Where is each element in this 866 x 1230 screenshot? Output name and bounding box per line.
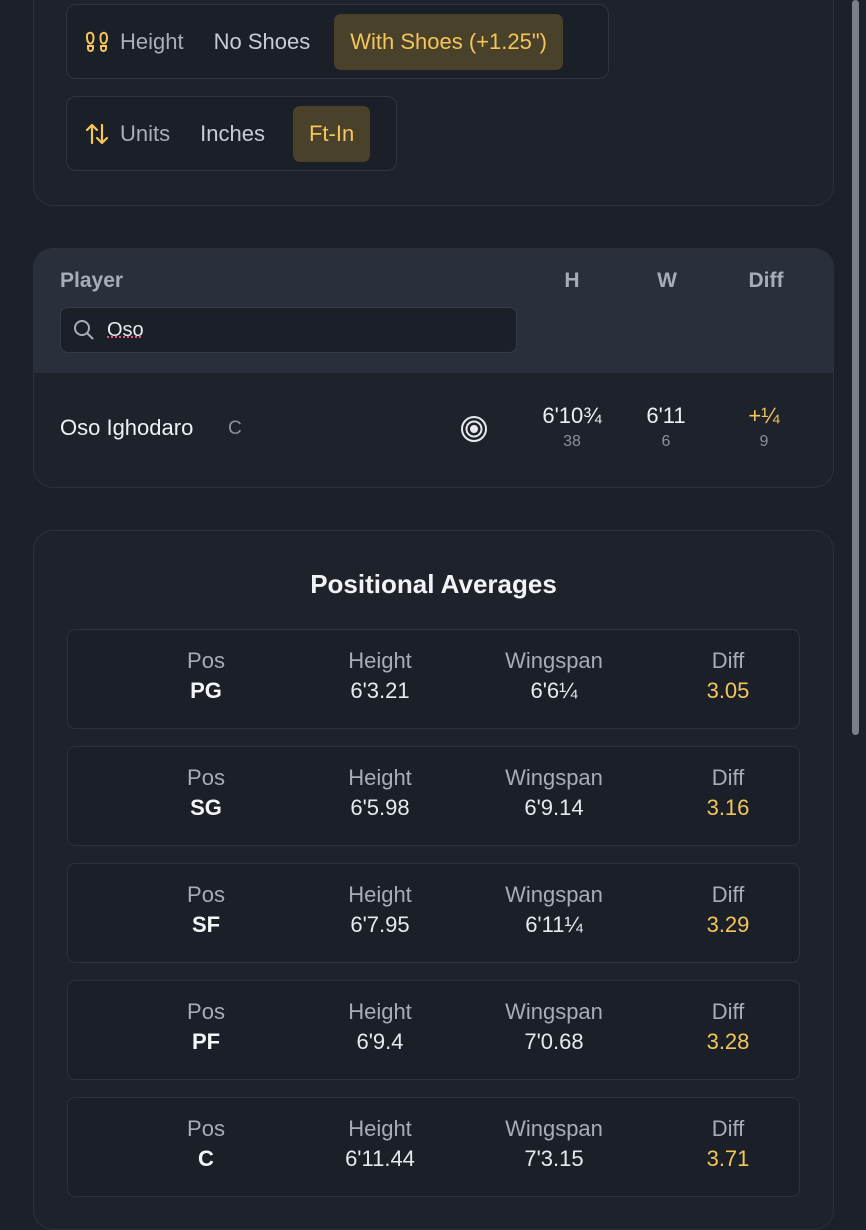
list-item: Pos C Height 6'11.44 Wingspan 7'3.15 Diff 3.… (67, 1097, 800, 1197)
player-wingspan: 6'11 (646, 403, 686, 428)
wingspan-value: 6'11¼ (525, 912, 583, 937)
pos-label: Pos (187, 1116, 225, 1141)
player-wingspan-rank: 6 (661, 433, 671, 450)
target-icon[interactable] (460, 415, 488, 448)
positional-averages-card: Positional Averages Pos PG Height 6'3.21 W… (33, 530, 834, 1230)
height-value: 6'7.95 (350, 912, 410, 937)
with-shoes-option[interactable]: With Shoes (+1.25") (334, 13, 563, 70)
diff-value: 3.05 (706, 678, 750, 703)
pos-label: Pos (187, 765, 225, 790)
sort-arrows-icon (84, 121, 110, 147)
height-label: Height (348, 999, 412, 1024)
wingspan-value: 6'9.14 (524, 795, 584, 820)
wingspan-value: 7'3.15 (524, 1146, 584, 1171)
height-toggle: Height No Shoes With Shoes (+1.25") (66, 4, 609, 79)
search-icon (73, 319, 95, 341)
units-toggle-label: Units (120, 120, 171, 146)
pos-value: PG (190, 678, 222, 703)
diff-label: Diff (711, 1116, 745, 1141)
height-label: Height (348, 648, 412, 673)
height-value: 6'5.98 (350, 795, 410, 820)
player-height-rank: 38 (563, 433, 581, 450)
wingspan-label: Wingspan (505, 648, 603, 673)
player-position: C (228, 418, 242, 439)
wingspan-label: Wingspan (505, 765, 603, 790)
search-box (60, 307, 517, 353)
units-toggle: Units Inches Ft-In (66, 96, 397, 171)
player-height-cell: 6'10¾ 38 (524, 403, 620, 451)
height-label: Height (348, 882, 412, 907)
no-shoes-option[interactable]: No Shoes (213, 28, 311, 54)
positional-averages-title: Positional Averages (310, 569, 557, 599)
player-wingspan-cell: 6'11 6 (618, 403, 714, 451)
diff-label: Diff (711, 648, 745, 673)
pos-label: Pos (187, 648, 225, 673)
diff-label: Diff (711, 999, 745, 1024)
height-value: 6'11.44 (345, 1146, 415, 1171)
diff-value: 3.16 (706, 795, 750, 820)
list-item: Pos PF Height 6'9.4 Wingspan 7'0.68 Diff 3.2… (67, 980, 800, 1080)
ft-in-option[interactable]: Ft-In (292, 105, 371, 162)
pos-label: Pos (187, 999, 225, 1024)
pos-value: SF (191, 912, 221, 937)
diff-value: 3.28 (706, 1029, 750, 1054)
pos-value: C (198, 1146, 214, 1171)
column-header-diff[interactable]: Diff (748, 269, 784, 292)
list-item: Pos SF Height 6'7.95 Wingspan 6'11¼ Diff 3.2… (67, 863, 800, 963)
pos-value: PF (191, 1029, 221, 1054)
list-item: Pos SG Height 6'5.98 Wingspan 6'9.14 Diff 3.… (67, 746, 800, 846)
column-header-height[interactable]: H (564, 269, 580, 292)
diff-label: Diff (711, 765, 745, 790)
table-row[interactable]: Oso Ighodaro C 6'10¾ 38 6'11 6 +¼ 9 (34, 373, 833, 487)
player-diff-cell: +¼ 9 (716, 403, 812, 451)
search-input[interactable] (105, 317, 485, 343)
column-header-player[interactable]: Player (60, 269, 124, 292)
height-value: 6'3.21 (350, 678, 410, 703)
diff-value: 3.29 (706, 912, 750, 937)
diff-value: 3.71 (706, 1146, 750, 1171)
player-table-header: Player H W Diff (34, 249, 833, 373)
height-toggle-label: Height (120, 28, 184, 54)
player-table: Player H W Diff Oso Ighodaro C 6'10¾ 38 … (33, 248, 834, 488)
height-label: Height (348, 1116, 412, 1141)
column-header-wingspan[interactable]: W (657, 269, 677, 292)
footprints-icon (84, 29, 110, 55)
scrollbar[interactable] (852, 0, 859, 735)
pos-value: SG (190, 795, 222, 820)
player-diff: +¼ (748, 403, 780, 428)
list-item: Pos PG Height 6'3.21 Wingspan 6'6¼ Diff 3.05 (67, 629, 800, 729)
pos-label: Pos (187, 882, 225, 907)
player-height: 6'10¾ (542, 403, 602, 428)
height-label: Height (348, 765, 412, 790)
player-diff-rank: 9 (759, 433, 769, 450)
inches-option[interactable]: Inches (200, 120, 265, 146)
wingspan-value: 6'6¼ (530, 678, 578, 703)
player-name[interactable]: Oso Ighodaro (60, 415, 194, 440)
wingspan-label: Wingspan (505, 1116, 603, 1141)
wingspan-label: Wingspan (505, 999, 603, 1024)
wingspan-label: Wingspan (505, 882, 603, 907)
diff-label: Diff (711, 882, 745, 907)
height-value: 6'9.4 (356, 1029, 404, 1054)
wingspan-value: 7'0.68 (524, 1029, 584, 1054)
